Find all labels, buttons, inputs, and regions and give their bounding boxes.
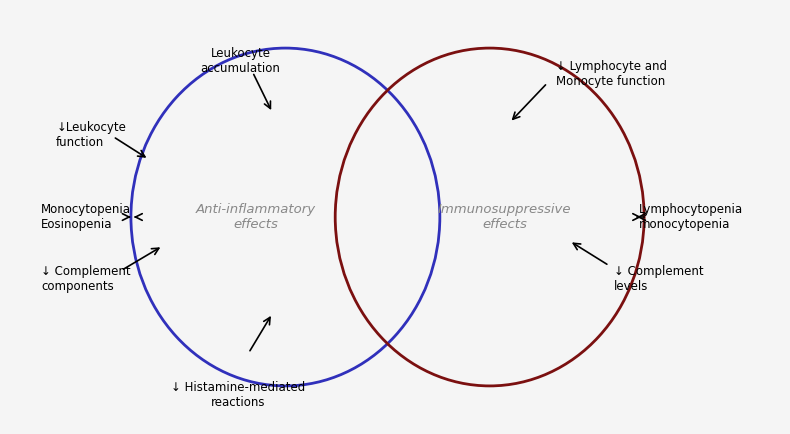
Text: ↓ Histamine-mediated
reactions: ↓ Histamine-mediated reactions <box>171 381 306 409</box>
Text: Lymphocytopenia
monocytopenia: Lymphocytopenia monocytopenia <box>639 203 743 231</box>
Text: Leukocyte
accumulation: Leukocyte accumulation <box>201 47 280 75</box>
Text: Monocytopenia
Eosinopenia: Monocytopenia Eosinopenia <box>41 203 131 231</box>
Text: ↓ Complement
levels: ↓ Complement levels <box>615 265 704 293</box>
Text: ↓ Lymphocyte and
Monocyte function: ↓ Lymphocyte and Monocyte function <box>556 60 668 88</box>
Text: Anti-inflammatory
effects: Anti-inflammatory effects <box>195 203 315 231</box>
Text: ↓Leukocyte
function: ↓Leukocyte function <box>56 121 126 148</box>
Text: Immunosuppressive
effects: Immunosuppressive effects <box>438 203 571 231</box>
Text: ↓ Complement
components: ↓ Complement components <box>41 265 131 293</box>
